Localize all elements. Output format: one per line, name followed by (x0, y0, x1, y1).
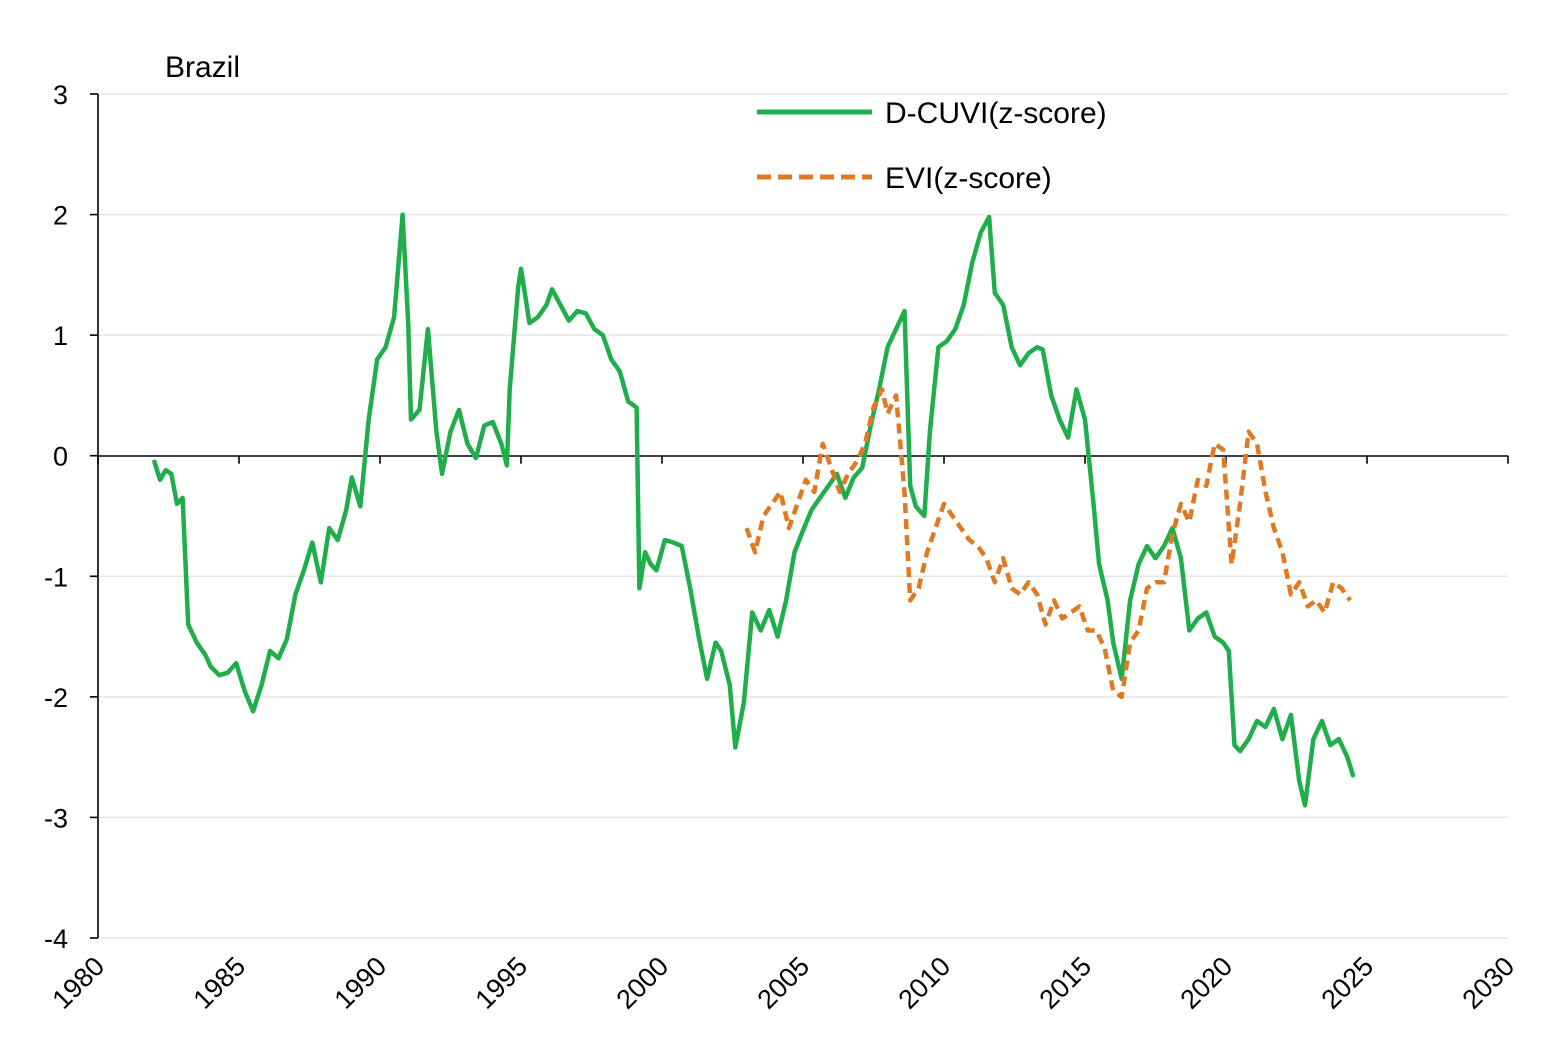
y-tick-label: 3 (53, 80, 68, 110)
x-tick-label: 2005 (752, 951, 816, 1015)
y-tick-label: -3 (44, 803, 68, 833)
series-line-evi (744, 387, 1352, 700)
x-tick-label: 1985 (188, 951, 252, 1015)
x-tick-label: 1980 (47, 951, 111, 1015)
x-tick-label: 2000 (611, 951, 675, 1015)
y-tick-label: -2 (44, 683, 68, 713)
y-tick-label: -4 (44, 924, 68, 954)
y-tick-label: 0 (53, 442, 68, 472)
chart-title: Brazil (165, 51, 240, 84)
legend: D-CUVI(z-score) EVI(z-score) (757, 97, 1107, 195)
axes (97, 94, 1508, 938)
y-axis-ticks: 3 2 1 0 -1 -2 -3 -4 (44, 80, 98, 954)
x-tick-label: 2015 (1034, 951, 1098, 1015)
y-tick-label: 1 (53, 321, 68, 351)
x-tick-label: 1995 (470, 951, 534, 1015)
x-tick-label: 1990 (329, 951, 393, 1015)
legend-label-evi: EVI(z-score) (885, 162, 1052, 195)
x-axis-ticks: 1980 1985 1990 1995 2000 2005 2010 2015 2020 2025… (47, 455, 1521, 1015)
y-tick-label: -1 (44, 562, 68, 592)
series-line-dcuvi (152, 212, 1356, 808)
x-tick-label: 2010 (893, 951, 957, 1015)
x-tick-label: 2030 (1457, 951, 1521, 1015)
x-tick-label: 2025 (1316, 951, 1380, 1015)
y-tick-label: 2 (53, 201, 68, 231)
x-tick-label: 2020 (1175, 951, 1239, 1015)
gridlines (98, 93, 1508, 939)
legend-label-dcuvi: D-CUVI(z-score) (885, 97, 1107, 130)
data-series (152, 212, 1356, 808)
